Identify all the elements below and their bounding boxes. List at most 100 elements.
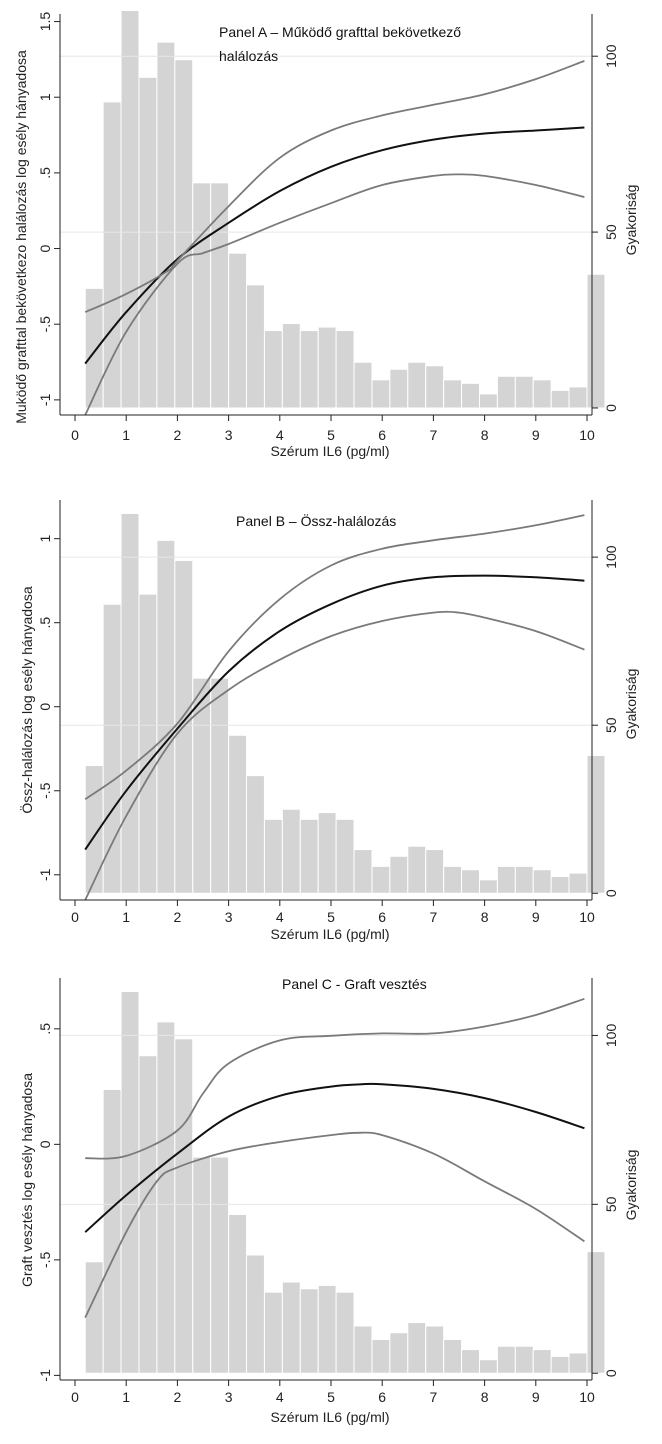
panel-a-hist-bar bbox=[263, 330, 283, 409]
panel-b-x-tick-label: 8 bbox=[481, 909, 489, 925]
panel-a-hist-bar bbox=[353, 361, 373, 409]
panel-c: 0 1 2 3 4 5 6 7 8 9 10 -1 -.5 0 .5 0 50 100 Panel C - Gra… bbox=[19, 976, 639, 1425]
panel-a-y2-tick-label: 100 bbox=[603, 44, 619, 68]
panel-a-hist-bar bbox=[532, 379, 552, 409]
panel-b-hist-bar bbox=[317, 812, 337, 894]
panel-c-y-tick-label: .5 bbox=[37, 1023, 53, 1035]
panel-a-hist-bar bbox=[389, 368, 409, 409]
panel-b-hist-bar bbox=[353, 849, 373, 894]
panel-b-hist-bar bbox=[496, 865, 516, 894]
panel-c-hist-bar bbox=[478, 1359, 498, 1374]
panel-a-upper-line bbox=[84, 60, 585, 313]
panel-c-hist-bar bbox=[281, 1281, 301, 1374]
panel-a-x-tick-label: 4 bbox=[276, 427, 284, 443]
panel-a-right-axis-label: Gyakoriság bbox=[623, 185, 639, 256]
panel-b-gridlines bbox=[60, 556, 592, 726]
panel-a-estimate-line bbox=[84, 126, 585, 365]
panel-a-hist-bar bbox=[228, 252, 248, 409]
panel-a-gridlines bbox=[60, 55, 592, 233]
panel-a-y-axis-label: Muködő grafttal bekövetkezo halálozás lo… bbox=[13, 50, 29, 424]
panel-a-hist-bar bbox=[496, 375, 516, 409]
panel-b-x-tick-label: 5 bbox=[327, 909, 335, 925]
panel-c-x-tick-label: 0 bbox=[71, 1389, 79, 1405]
panel-c-hist-bar bbox=[120, 991, 140, 1374]
panel-a-hist-bar bbox=[407, 361, 427, 409]
panel-c-hist-bar bbox=[389, 1332, 409, 1374]
panel-b-hist-bar bbox=[210, 677, 230, 894]
panel-b-hist-bar bbox=[335, 818, 355, 894]
panel-b-x-tick-label: 6 bbox=[378, 909, 386, 925]
panel-b-estimate-line bbox=[84, 574, 585, 851]
panel-c-hist-bar bbox=[443, 1338, 463, 1374]
panel-c-hist-bar bbox=[138, 1055, 158, 1374]
panel-c-hist-bar bbox=[228, 1213, 248, 1374]
panel-b-x-tick-label: 9 bbox=[532, 909, 540, 925]
panel-b-y-tick-label: 1 bbox=[37, 535, 53, 543]
panel-a-y-tick-label: .5 bbox=[37, 167, 53, 179]
panel-a-x-axis-label: Szérum IL6 (pg/ml) bbox=[270, 443, 389, 459]
panel-c-hist-bar bbox=[568, 1352, 588, 1374]
panel-c-y2-tick-label: 50 bbox=[603, 1196, 619, 1212]
panel-b-hist-bar bbox=[138, 593, 158, 894]
panel-b-y-tick-label: -1 bbox=[37, 868, 53, 881]
panel-c-upper-line bbox=[85, 997, 585, 1160]
panel-a-x-tick-label: 2 bbox=[174, 427, 182, 443]
panel-b-hist-bar bbox=[371, 865, 391, 894]
panel-b-hist-bar bbox=[425, 849, 445, 894]
panel-a-x-tick-label: 10 bbox=[579, 427, 595, 443]
panel-b-x-tick-label: 0 bbox=[71, 909, 79, 925]
panel-a-y2-tick-label: 0 bbox=[603, 404, 619, 412]
panel-b-hist-bar bbox=[586, 754, 606, 894]
panel-c-hist-bar bbox=[425, 1325, 445, 1374]
panel-c-hist-bar bbox=[407, 1322, 427, 1374]
panel-b-x-tick-label: 4 bbox=[276, 909, 284, 925]
panel-b-right-axis-label: Gyakoriság bbox=[623, 669, 639, 740]
panel-a-lower-line bbox=[84, 173, 585, 416]
panel-c-x-tick-label: 8 bbox=[481, 1389, 489, 1405]
panel-b-y2-tick-label: 50 bbox=[603, 717, 619, 733]
panel-c-hist-bar bbox=[317, 1284, 337, 1374]
panel-c-hist-bar bbox=[371, 1338, 391, 1374]
panel-b-upper-line bbox=[84, 514, 585, 800]
panel-a-hist-bar bbox=[138, 76, 158, 409]
panel-a-hist-bar bbox=[281, 323, 301, 409]
panel-b-hist-bar bbox=[443, 865, 463, 894]
panel-c-hist-bar bbox=[156, 1021, 176, 1374]
panel-a-x-tick-label: 9 bbox=[532, 427, 540, 443]
panel-c-axes: 0 1 2 3 4 5 6 7 8 9 10 -1 -.5 0 .5 0 50 100 bbox=[37, 978, 619, 1405]
panel-a-hist-bar bbox=[514, 375, 534, 409]
panel-a-y-tick-label: 1.5 bbox=[37, 12, 53, 32]
panel-a-hist-bar bbox=[317, 326, 337, 409]
panel-c-hist-bar bbox=[246, 1254, 265, 1374]
panel-c-title: Panel C - Graft vesztés bbox=[282, 976, 427, 992]
panel-a: 0 1 2 3 4 5 6 7 8 9 10 -1 -.5 0 .5 1 1.5 0 50 100 Panel A –… bbox=[13, 9, 639, 459]
panel-b-hist-bar bbox=[478, 879, 498, 894]
panel-a-title-line-1: Panel A – Működő grafttal bekövetkező bbox=[219, 24, 461, 40]
panel-c-hist-bar bbox=[210, 1156, 230, 1374]
panel-b-x-tick-label: 1 bbox=[122, 909, 130, 925]
panel-a-hist-bar bbox=[335, 330, 355, 409]
panel-b-hist-bar bbox=[407, 845, 427, 894]
panel-a-x-tick-label: 0 bbox=[71, 427, 79, 443]
panel-a-y-tick-label: -1 bbox=[37, 393, 53, 406]
panel-b-y-tick-label: -.5 bbox=[37, 782, 53, 799]
panel-a-x-tick-label: 6 bbox=[378, 427, 386, 443]
panel-a-hist-bar bbox=[371, 379, 391, 409]
panel-b-histogram bbox=[84, 512, 606, 894]
panel-c-y2-tick-label: 0 bbox=[603, 1369, 619, 1377]
panel-c-hist-bar bbox=[299, 1288, 319, 1374]
panel-b-hist-bar bbox=[514, 865, 534, 894]
panel-b-hist-bar bbox=[299, 818, 319, 894]
panel-c-hist-bar bbox=[174, 1038, 194, 1374]
panel-c-hist-bar bbox=[496, 1345, 516, 1374]
panel-b-hist-bar bbox=[263, 818, 283, 894]
panel-a-hist-bar bbox=[246, 284, 265, 409]
panel-a-x-tick-label: 3 bbox=[225, 427, 233, 443]
panel-b-x-tick-label: 10 bbox=[579, 909, 595, 925]
panel-b-y-axis-label: Össz-halálozás log esély hányadosa bbox=[18, 586, 35, 813]
panel-c-x-tick-label: 6 bbox=[378, 1389, 386, 1405]
panel-c-right-axis-label: Gyakoriság bbox=[623, 1150, 639, 1221]
panel-c-hist-bar bbox=[532, 1349, 552, 1374]
